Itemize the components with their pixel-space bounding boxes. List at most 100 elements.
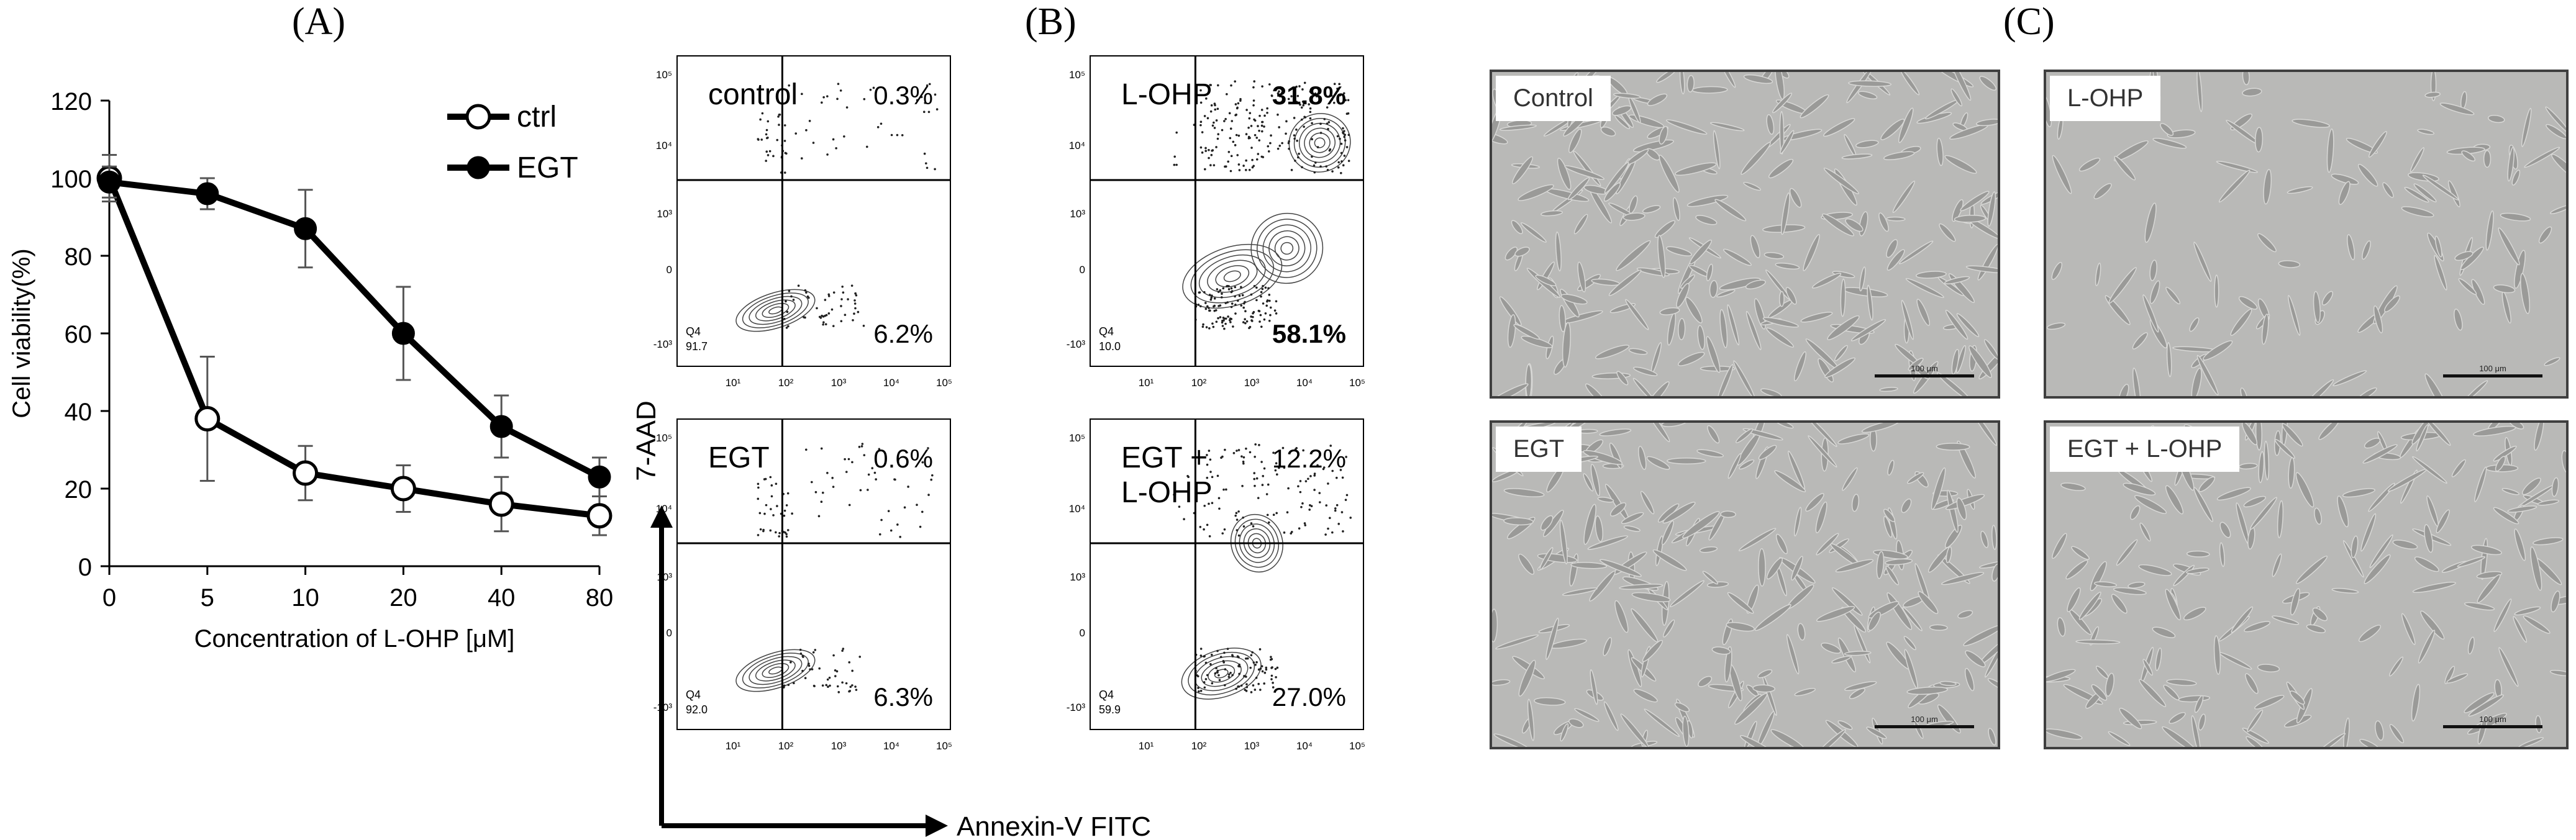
event-dot xyxy=(919,525,922,528)
cell-shape xyxy=(2242,423,2258,446)
event-dot xyxy=(820,500,823,504)
cell-shape xyxy=(2183,607,2206,621)
event-dot xyxy=(792,299,795,301)
cell-shape xyxy=(1979,76,1997,91)
cell-shape xyxy=(2243,495,2267,508)
cell-shape xyxy=(1667,457,1706,464)
event-dot xyxy=(1205,97,1208,100)
event-dot xyxy=(757,486,760,489)
cell-shape xyxy=(1659,125,1668,145)
cell-shape xyxy=(2219,652,2252,670)
event-dot xyxy=(822,491,824,494)
event-dot xyxy=(778,535,780,538)
cell-shape xyxy=(1534,697,1566,706)
y-tick-label: 10³ xyxy=(1070,208,1085,220)
cell-shape xyxy=(2364,438,2381,449)
micrograph-label: EGT + L-OHP xyxy=(2050,427,2240,472)
event-dot xyxy=(1313,164,1316,167)
event-dot xyxy=(1301,88,1304,91)
cell-shape xyxy=(1844,133,1857,158)
event-dot xyxy=(855,689,858,691)
event-dot xyxy=(1244,318,1246,320)
event-dot xyxy=(1242,321,1245,323)
event-dot xyxy=(1325,504,1328,507)
cell-shape xyxy=(1726,621,1755,632)
event-dot xyxy=(1227,150,1231,153)
cell-shape xyxy=(1929,624,1948,631)
event-dot xyxy=(1237,134,1240,137)
event-dot xyxy=(1253,477,1256,481)
event-dot xyxy=(1199,120,1203,124)
cell-shape xyxy=(1679,72,1685,95)
event-dot xyxy=(875,478,877,481)
event-dot xyxy=(1204,307,1208,310)
cell-shape xyxy=(2458,278,2477,296)
cell-shape xyxy=(1904,649,1918,689)
y-tick-label: -10³ xyxy=(1067,338,1086,350)
event-dot xyxy=(1250,320,1254,322)
event-dot xyxy=(1309,117,1312,120)
event-dot xyxy=(1235,512,1238,515)
cell-shape xyxy=(1492,608,1498,643)
point-ctrl-40 xyxy=(488,491,514,517)
event-dot xyxy=(1243,675,1245,677)
cell-shape xyxy=(1936,443,1970,451)
event-dot xyxy=(778,114,781,116)
cell-shape xyxy=(1583,504,1596,545)
event-dot xyxy=(871,467,874,469)
event-dot xyxy=(1215,667,1217,670)
cell-shape xyxy=(2351,535,2359,559)
cell-shape xyxy=(2331,173,2359,185)
cell-shape xyxy=(1963,624,1998,646)
cell-shape xyxy=(2306,624,2326,633)
cell-shape xyxy=(2468,694,2504,717)
event-dot xyxy=(1241,294,1244,297)
event-dot xyxy=(1219,316,1222,318)
event-dot xyxy=(847,458,850,461)
event-dot xyxy=(1337,523,1340,525)
event-dot xyxy=(1183,518,1185,521)
event-dot xyxy=(858,446,861,448)
event-dot xyxy=(765,160,767,162)
event-dot xyxy=(890,133,893,137)
cell-shape xyxy=(2495,456,2506,472)
event-dot xyxy=(1253,118,1255,121)
event-dot xyxy=(1327,527,1329,530)
scale-bar: 100 μm xyxy=(1875,715,1974,728)
cell-shape xyxy=(2544,357,2560,366)
event-dot xyxy=(812,142,815,144)
event-dot xyxy=(1252,165,1255,168)
event-dot xyxy=(801,669,804,672)
cell-shape xyxy=(1716,289,1736,298)
event-dot xyxy=(1281,446,1285,449)
cell-shape xyxy=(2113,587,2147,595)
event-dot xyxy=(1271,666,1273,669)
event-dot xyxy=(770,484,773,487)
event-dot xyxy=(1265,493,1268,495)
x-tick-label: 10³ xyxy=(1244,740,1260,752)
event-dot xyxy=(930,478,933,481)
event-dot xyxy=(1309,107,1312,110)
event-dot xyxy=(1196,674,1198,677)
event-dot xyxy=(804,448,808,451)
cell-shape xyxy=(2382,182,2394,198)
cell-shape xyxy=(2290,588,2300,616)
event-dot xyxy=(1326,169,1329,171)
lower-right-percent: 6.2% xyxy=(873,319,933,348)
event-dot xyxy=(1221,455,1224,458)
event-dot xyxy=(1309,111,1312,114)
event-dot xyxy=(1269,306,1272,309)
cell-shape xyxy=(2242,88,2262,97)
cell-shape xyxy=(2051,261,2063,280)
cell-shape xyxy=(1723,248,1752,266)
event-dot xyxy=(809,668,811,671)
cell-shape xyxy=(1903,636,1916,651)
event-dot xyxy=(1329,445,1332,447)
event-dot xyxy=(1252,86,1255,89)
cell-shape xyxy=(2389,724,2405,744)
event-dot xyxy=(1203,504,1206,507)
cell-shape xyxy=(1589,571,1616,602)
scale-bar: 100 μm xyxy=(1875,364,1974,377)
y-tick-label-60: 60 xyxy=(65,321,93,348)
event-dot xyxy=(896,133,899,137)
